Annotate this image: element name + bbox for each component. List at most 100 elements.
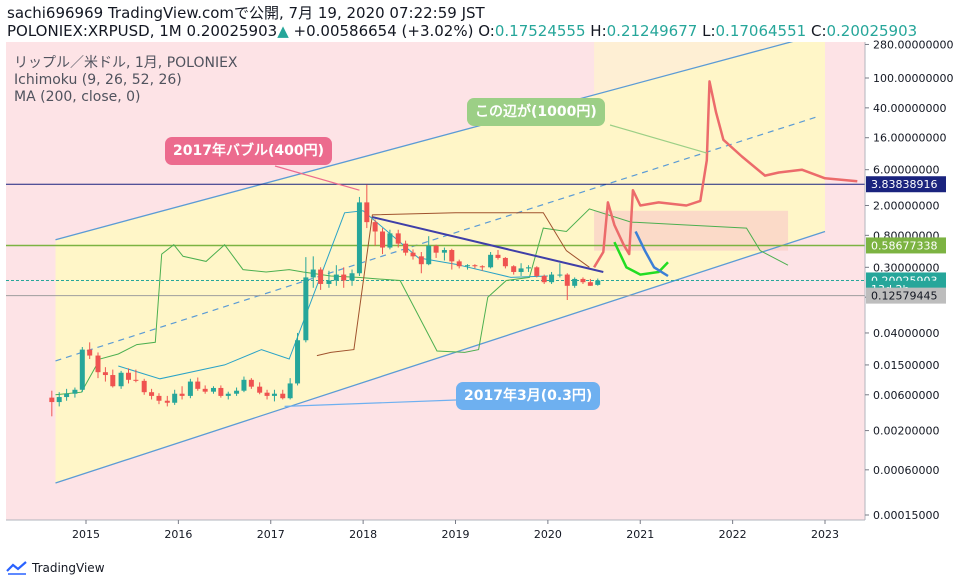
candle-body xyxy=(511,266,517,272)
candle-body xyxy=(564,274,570,286)
candle-body xyxy=(280,393,286,399)
legend-ma[interactable]: MA (200, close, 0) xyxy=(14,89,141,105)
candle-body xyxy=(64,393,70,398)
open-value: 0.17524555 xyxy=(494,22,586,40)
candle-body xyxy=(102,372,108,376)
candle-body xyxy=(241,379,247,391)
ma200-line xyxy=(118,210,548,380)
candle-body xyxy=(110,375,116,387)
high-label: H: xyxy=(590,22,607,40)
candle-body xyxy=(349,273,355,281)
low-label: L: xyxy=(702,22,716,40)
price-tick-label: 100.00000000 xyxy=(873,72,953,85)
price-change: +0.00586654 (+3.02%) xyxy=(293,22,474,40)
candle-body xyxy=(56,397,62,403)
price-tick-label: 0.00060000 xyxy=(873,464,939,477)
candle-body xyxy=(426,245,432,265)
forecast-zone xyxy=(594,42,816,223)
time-tick-label: 2020 xyxy=(534,528,562,541)
time-tick-label: 2017 xyxy=(257,528,285,541)
candle-body xyxy=(187,381,193,396)
price-label-box xyxy=(866,237,946,254)
candle-body xyxy=(303,277,309,341)
candle-body xyxy=(541,275,547,283)
candle-body xyxy=(295,340,301,384)
last-price: 0.20025903 xyxy=(186,22,278,40)
channel-lower-line xyxy=(55,230,826,484)
forecast-green-line xyxy=(613,241,669,276)
price-tick-label: 16.00000000 xyxy=(873,132,946,145)
callout-pointer-bubble xyxy=(274,165,360,191)
price-label-box xyxy=(866,176,946,193)
candle-body xyxy=(403,243,409,253)
callout-march-2017: 2017年3月(0.3円) xyxy=(456,382,601,410)
candle-body xyxy=(525,267,531,269)
candle-body xyxy=(72,389,78,394)
candle-body xyxy=(341,274,347,281)
candle-body xyxy=(418,256,424,265)
candle-body xyxy=(179,393,185,396)
candle-body xyxy=(141,380,147,393)
candle-body xyxy=(557,274,563,276)
callout-target-1000yen: この辺が(1000円) xyxy=(467,98,605,126)
candle-body xyxy=(372,222,378,232)
price-tick-label: 6.00000000 xyxy=(873,164,939,177)
legend-ichimoku[interactable]: Ichimoku (9, 26, 52, 26) xyxy=(14,72,182,88)
candle-body xyxy=(410,252,416,257)
candle-body xyxy=(156,395,162,401)
candle-body xyxy=(287,383,293,399)
candle-body xyxy=(495,254,501,258)
candle-body xyxy=(356,202,362,274)
candle-body xyxy=(518,268,524,272)
candle-body xyxy=(271,393,277,396)
footer-brand-label: TradingView xyxy=(32,561,105,575)
candle-body xyxy=(257,386,263,393)
candle-body xyxy=(79,349,85,390)
low-value: 0.17064551 xyxy=(715,22,807,40)
price-label-text: 0.12579445 xyxy=(871,290,937,303)
candle-body xyxy=(248,379,254,387)
candle-body xyxy=(87,349,93,356)
time-tick-label: 2018 xyxy=(349,528,377,541)
candle-body xyxy=(580,278,586,283)
symbol-label[interactable]: POLONIEX:XRPUSD, 1M xyxy=(7,22,182,40)
close-value: 0.20025903 xyxy=(826,22,918,40)
channel-middle-line xyxy=(55,116,816,362)
channel-upper-line xyxy=(55,42,794,241)
candle-body xyxy=(572,278,578,286)
candle-body xyxy=(172,393,178,403)
time-tick-label: 2022 xyxy=(719,528,747,541)
legend-symbol[interactable]: リップル／米ドル, 1月, POLONIEX xyxy=(14,55,238,71)
candle-body xyxy=(326,280,332,284)
price-label-text: 0.58677338 xyxy=(871,239,937,252)
footer-brand[interactable]: TradingView xyxy=(6,561,105,575)
price-tick-label: 40.00000000 xyxy=(873,102,946,115)
candle-body xyxy=(264,392,270,396)
callout-pointer-target xyxy=(609,124,707,154)
candle-body xyxy=(587,282,593,286)
price-tick-label: 280.00000000 xyxy=(873,38,953,51)
candle-body xyxy=(333,274,339,281)
candle-body xyxy=(479,266,485,268)
forecast-line xyxy=(593,80,858,268)
close-label: C: xyxy=(810,22,827,40)
candle-body xyxy=(118,372,124,387)
candle-body xyxy=(380,231,386,248)
candle-body xyxy=(49,397,55,403)
candle-body xyxy=(441,250,447,253)
candle-body xyxy=(488,254,494,268)
forecast-blue-line xyxy=(634,230,669,278)
candle-body xyxy=(195,381,201,389)
price-tick-label: 0.04000000 xyxy=(873,327,939,340)
candle-body xyxy=(234,390,240,394)
candle-body xyxy=(133,379,139,381)
candle-body xyxy=(395,233,401,244)
price-tick-label: 0.30000000 xyxy=(873,261,939,274)
open-label: O: xyxy=(478,22,495,40)
candle-body xyxy=(125,372,131,380)
time-tick-label: 2015 xyxy=(72,528,100,541)
price-tick-label: 0.00200000 xyxy=(873,425,939,438)
time-tick-label: 2016 xyxy=(164,528,192,541)
candle-body xyxy=(465,265,471,267)
